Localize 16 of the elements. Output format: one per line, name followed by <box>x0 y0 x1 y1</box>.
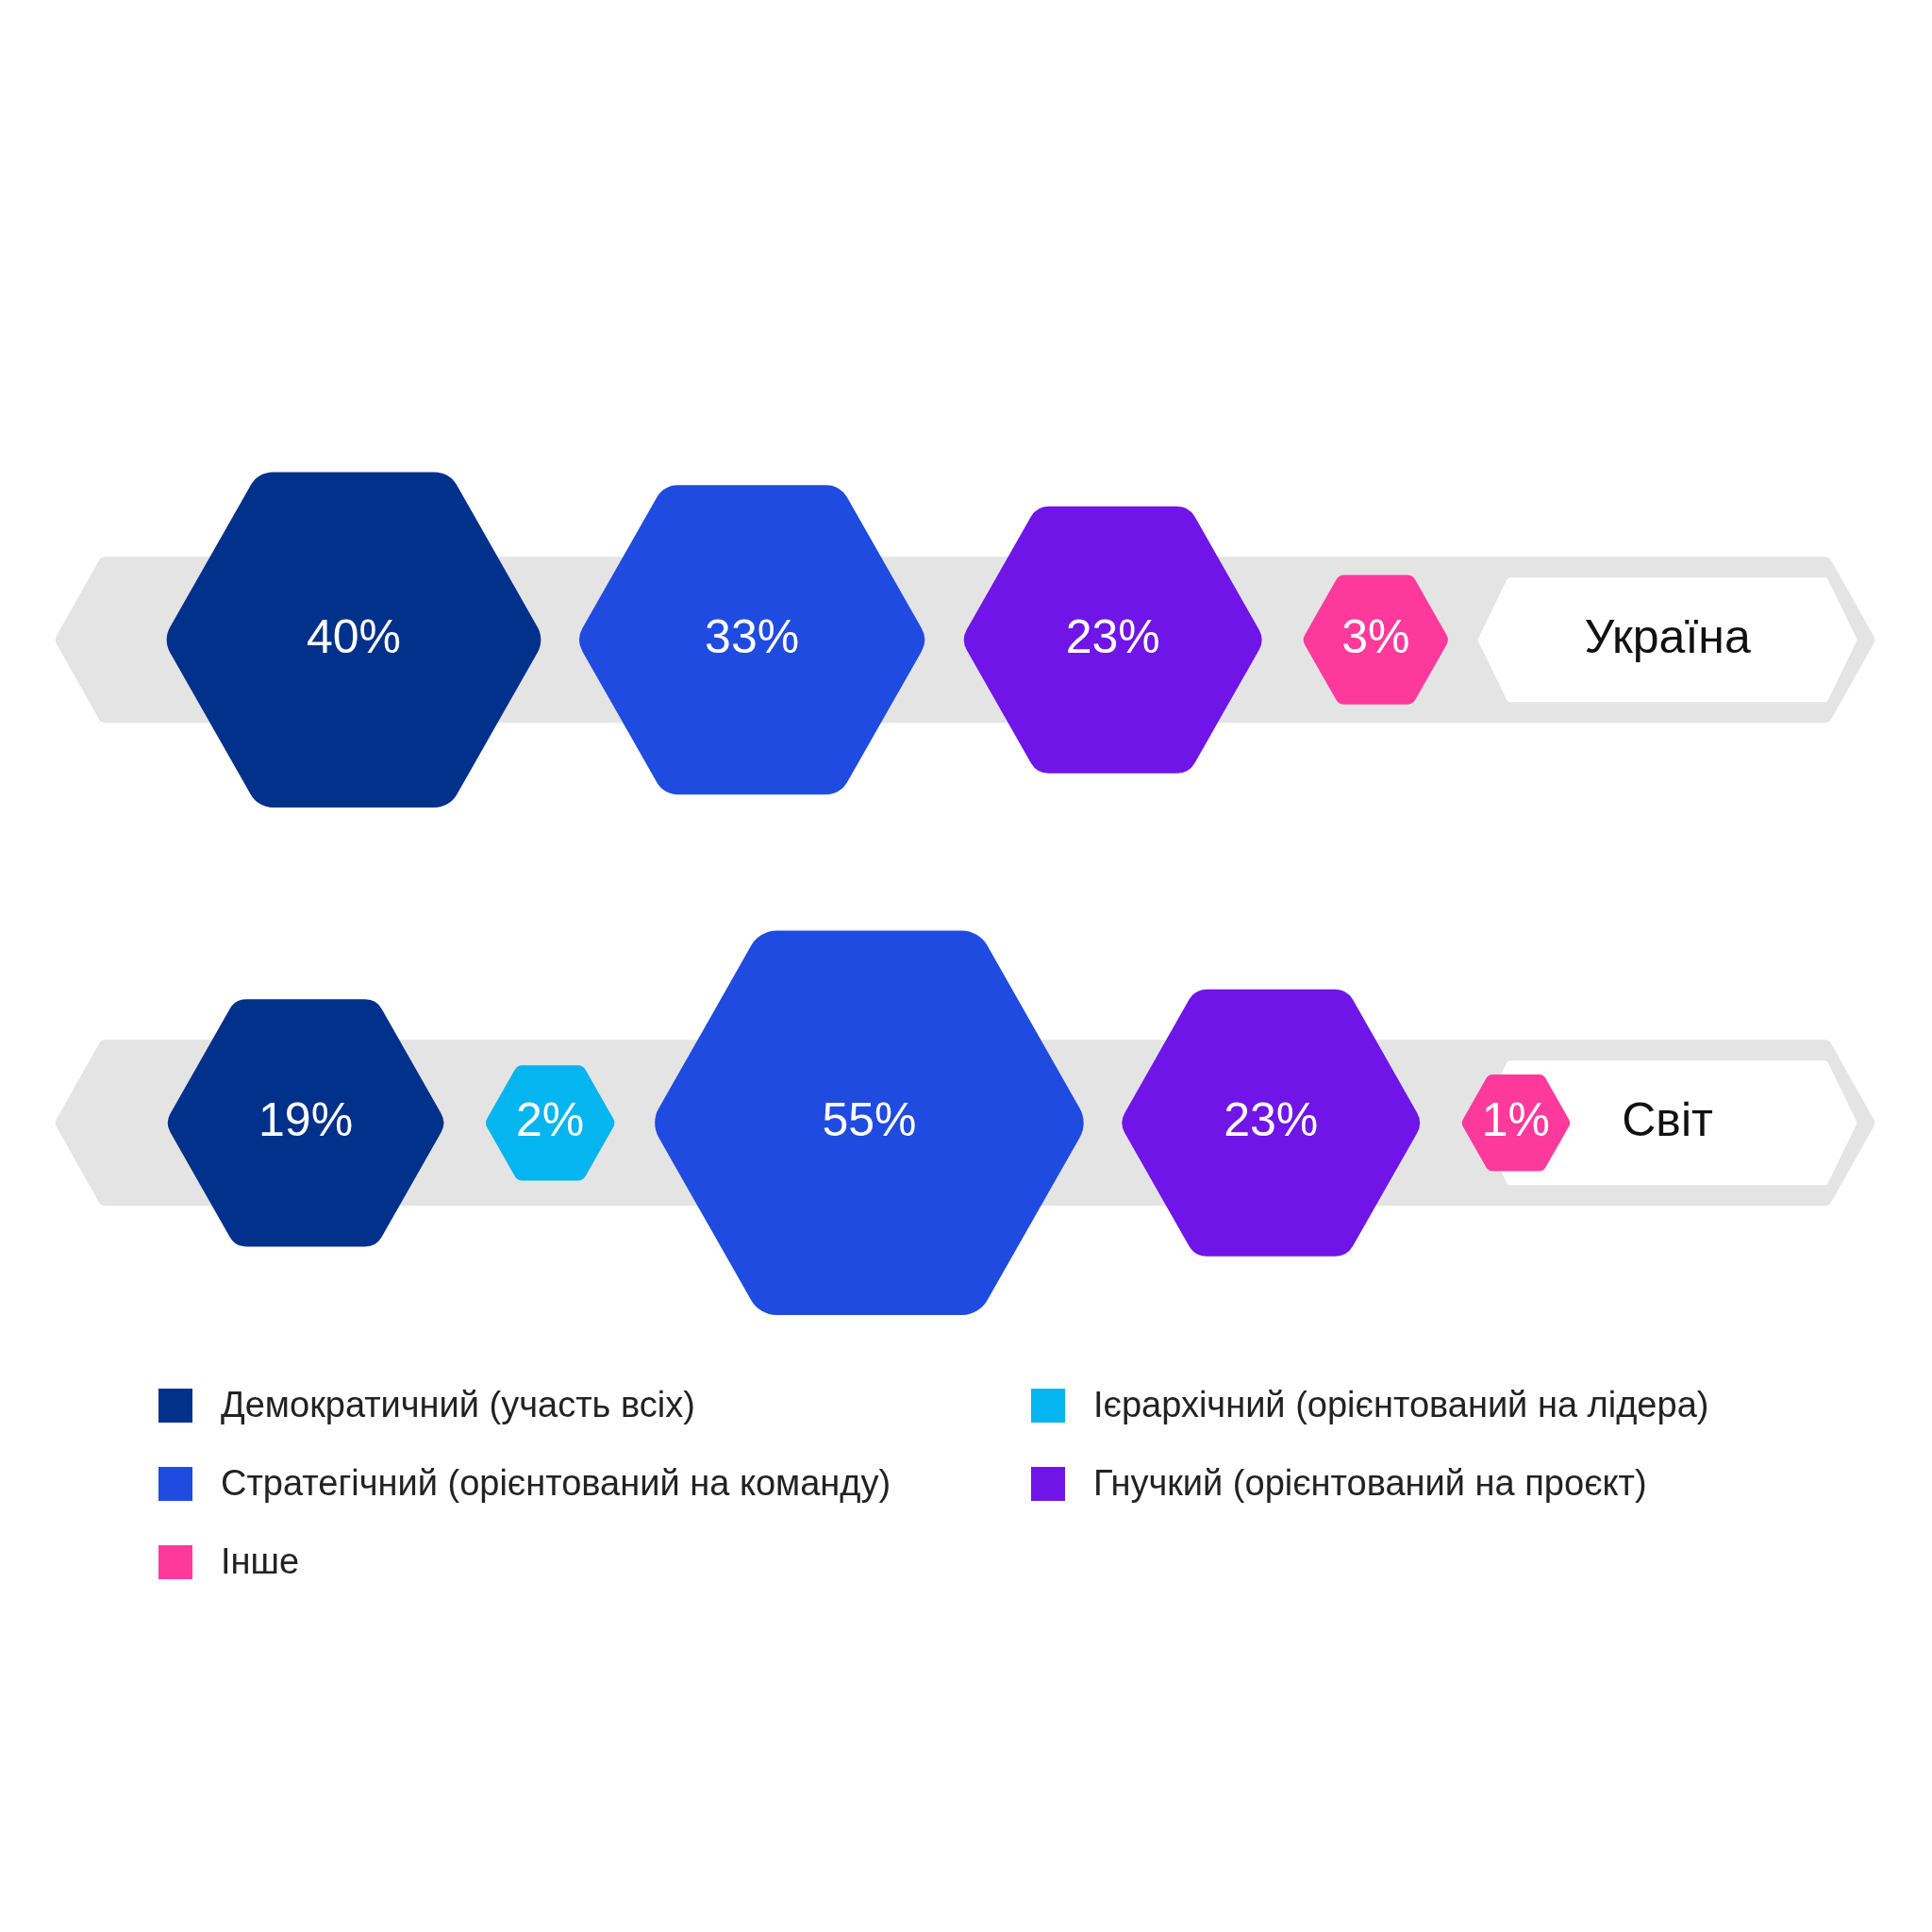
legend-label: Ієрархічний (орієнтований на лідера) <box>1093 1385 1709 1425</box>
data-label: 19% <box>258 1093 354 1147</box>
data-label: 55% <box>822 1093 917 1147</box>
data-label: 3% <box>1341 610 1410 664</box>
data-label: 40% <box>306 610 402 664</box>
data-label: 23% <box>1065 610 1160 664</box>
category-label: Україна <box>1584 610 1751 664</box>
data-label: 1% <box>1481 1093 1551 1147</box>
data-label: 2% <box>516 1093 585 1147</box>
data-label: 33% <box>705 610 800 664</box>
legend-label: Інше <box>221 1541 300 1582</box>
category-label: Світ <box>1622 1093 1713 1147</box>
data-label: 23% <box>1224 1093 1319 1147</box>
legend-label: Стратегічний (орієнтований на команду) <box>221 1463 891 1504</box>
legend-label: Гнучкий (орієнтований на проєкт) <box>1093 1463 1647 1504</box>
legend-label: Демократичний (участь всіх) <box>221 1385 695 1425</box>
